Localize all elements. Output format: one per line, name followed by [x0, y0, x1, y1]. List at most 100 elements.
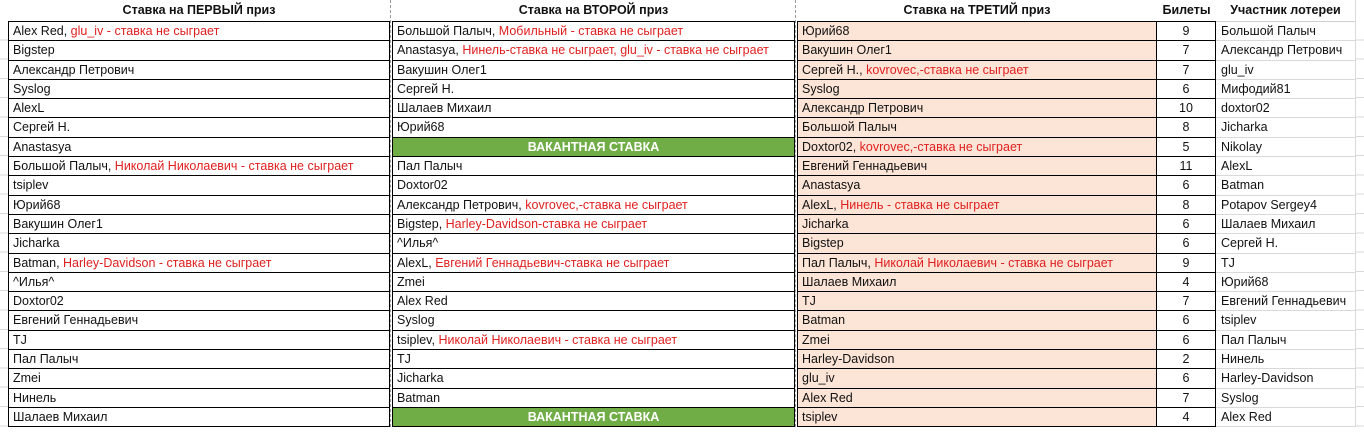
bet-cell[interactable]: Юрий68 — [392, 118, 795, 138]
ticket-count-cell[interactable]: 6 — [1157, 234, 1216, 254]
participant-cell[interactable]: Potapov Sergey4 — [1216, 195, 1355, 215]
bet-cell[interactable]: TJ — [8, 330, 390, 351]
participant-cell[interactable]: Alex Red — [1216, 407, 1355, 428]
ticket-count-cell[interactable]: 9 — [1157, 253, 1216, 273]
participant-cell[interactable]: Nikolay — [1216, 137, 1355, 158]
bet-cell[interactable]: Zmei — [392, 272, 795, 293]
bet-cell[interactable]: Batman — [392, 388, 795, 408]
bet-cell[interactable]: AlexL — [8, 99, 390, 119]
bet-cell[interactable]: Сергей Н. — [8, 118, 390, 138]
ticket-count-cell[interactable]: 6 — [1157, 176, 1216, 196]
bet-cell[interactable]: Anastasya, Нинель-ставка не сыграет, glu… — [392, 41, 795, 61]
participant-cell[interactable]: tsiplev — [1216, 311, 1355, 331]
bet-cell[interactable]: Пал Палыч, Николай Николаевич - ставка н… — [797, 253, 1157, 273]
bet-cell[interactable]: Большой Палыч, Мобильный - ставка не сыг… — [392, 22, 795, 42]
bet-cell[interactable]: Bigstep — [8, 41, 390, 61]
ticket-count-cell[interactable]: 7 — [1157, 292, 1216, 312]
bet-cell[interactable]: Syslog — [392, 311, 795, 331]
bet-cell[interactable]: ^Илья^ — [392, 234, 795, 254]
bet-cell[interactable]: AlexL, Нинель - ставка не сыграет — [797, 195, 1157, 215]
bet-cell[interactable]: Bigstep — [797, 234, 1157, 254]
ticket-count-cell[interactable]: 7 — [1157, 60, 1216, 80]
bet-cell[interactable]: tsiplev — [8, 176, 390, 196]
participant-cell[interactable]: doxtor02 — [1216, 99, 1355, 119]
ticket-count-cell[interactable]: 6 — [1157, 311, 1216, 331]
bet-cell[interactable]: Евгений Геннадьевич — [797, 157, 1157, 177]
bet-cell[interactable]: Doxtor02 — [392, 176, 795, 196]
bet-cell[interactable]: TJ — [797, 292, 1157, 312]
bet-cell[interactable]: Harley-Davidson — [797, 350, 1157, 370]
bet-cell[interactable]: Syslog — [797, 79, 1157, 100]
participant-cell[interactable]: Мифодий81 — [1216, 79, 1355, 100]
participant-cell[interactable]: Сергей Н. — [1216, 234, 1355, 254]
participant-cell[interactable]: Пал Палыч — [1216, 330, 1355, 351]
participant-cell[interactable]: Большой Палыч — [1216, 22, 1355, 42]
ticket-count-cell[interactable]: 8 — [1157, 118, 1216, 138]
participant-cell[interactable]: Юрий68 — [1216, 272, 1355, 293]
participant-cell[interactable]: Harley-Davidson — [1216, 369, 1355, 389]
bet-cell[interactable]: Юрий68 — [8, 195, 390, 215]
bet-cell[interactable]: Batman — [797, 311, 1157, 331]
participant-cell[interactable]: Нинель — [1216, 350, 1355, 370]
participant-cell[interactable]: glu_iv — [1216, 60, 1355, 80]
ticket-count-cell[interactable]: 7 — [1157, 41, 1216, 61]
bet-cell[interactable]: Doxtor02, kovrovec,-ставка не сыграет — [797, 137, 1157, 158]
ticket-count-cell[interactable]: 6 — [1157, 330, 1216, 351]
participant-cell[interactable]: Александр Петрович — [1216, 41, 1355, 61]
ticket-count-cell[interactable]: 6 — [1157, 369, 1216, 389]
bet-cell[interactable]: ^Илья^ — [8, 272, 390, 293]
bet-cell[interactable]: Doxtor02 — [8, 292, 390, 312]
bet-cell[interactable]: TJ — [392, 350, 795, 370]
bet-cell[interactable]: Anastasya — [8, 137, 390, 158]
bet-cell[interactable]: Александр Петрович, kovrovec,-ставка не … — [392, 195, 795, 215]
ticket-count-cell[interactable]: 11 — [1157, 157, 1216, 177]
bet-cell[interactable]: Alex Red — [392, 292, 795, 312]
bet-cell[interactable]: Пал Палыч — [392, 157, 795, 177]
bet-cell[interactable]: Zmei — [797, 330, 1157, 351]
bet-cell[interactable]: Шалаев Михаил — [392, 99, 795, 119]
bet-cell[interactable]: Вакушин Олег1 — [392, 60, 795, 80]
bet-cell[interactable]: glu_iv — [797, 369, 1157, 389]
bet-cell[interactable]: Jicharka — [392, 369, 795, 389]
participant-cell[interactable]: Syslog — [1216, 388, 1355, 408]
bet-cell[interactable]: Alex Red, glu_iv - ставка не сыграет — [8, 22, 390, 42]
participant-cell[interactable]: TJ — [1216, 253, 1355, 273]
bet-cell[interactable]: Шалаев Михаил — [8, 407, 390, 428]
participant-cell[interactable]: Шалаев Михаил — [1216, 214, 1355, 235]
bet-cell[interactable]: Нинель — [8, 388, 390, 408]
ticket-count-cell[interactable]: 5 — [1157, 137, 1216, 158]
ticket-count-cell[interactable]: 6 — [1157, 79, 1216, 100]
bet-cell[interactable]: Bigstep, Harley-Davidson-ставка не сыгра… — [392, 214, 795, 235]
ticket-count-cell[interactable]: 4 — [1157, 272, 1216, 293]
bet-cell[interactable]: Пал Палыч — [8, 350, 390, 370]
bet-cell[interactable]: Batman, Harley-Davidson - ставка не сыгр… — [8, 253, 390, 273]
vacant-bet-cell[interactable]: ВАКАНТНАЯ СТАВКА — [392, 407, 795, 428]
bet-cell[interactable]: Сергей Н. — [392, 79, 795, 100]
bet-cell[interactable]: Большой Палыч, Николай Николаевич - став… — [8, 157, 390, 177]
ticket-count-cell[interactable]: 4 — [1157, 407, 1216, 428]
participant-cell[interactable]: Batman — [1216, 176, 1355, 196]
bet-cell[interactable]: Большой Палыч — [797, 118, 1157, 138]
bet-cell[interactable]: Евгений Геннадьевич — [8, 311, 390, 331]
bet-cell[interactable]: tsiplev, Николай Николаевич - ставка не … — [392, 330, 795, 351]
bet-cell[interactable]: Jicharka — [8, 234, 390, 254]
bet-cell[interactable]: Вакушин Олег1 — [797, 41, 1157, 61]
bet-cell[interactable]: Syslog — [8, 79, 390, 100]
bet-cell[interactable]: tsiplev — [797, 407, 1157, 428]
bet-cell[interactable]: Александр Петрович — [8, 60, 390, 80]
bet-cell[interactable]: AlexL, Евгений Геннадьевич-ставка не сыг… — [392, 253, 795, 273]
vacant-bet-cell[interactable]: ВАКАНТНАЯ СТАВКА — [392, 137, 795, 158]
ticket-count-cell[interactable]: 2 — [1157, 350, 1216, 370]
participant-cell[interactable]: Jicharka — [1216, 118, 1355, 138]
participant-cell[interactable]: Евгений Геннадьевич — [1216, 292, 1355, 312]
bet-cell[interactable]: Александр Петрович — [797, 99, 1157, 119]
participant-cell[interactable]: AlexL — [1216, 157, 1355, 177]
ticket-count-cell[interactable]: 7 — [1157, 388, 1216, 408]
ticket-count-cell[interactable]: 8 — [1157, 195, 1216, 215]
bet-cell[interactable]: Jicharka — [797, 214, 1157, 235]
bet-cell[interactable]: Сергей Н., kovrovec,-ставка не сыграет — [797, 60, 1157, 80]
ticket-count-cell[interactable]: 9 — [1157, 22, 1216, 42]
bet-cell[interactable]: Anastasya — [797, 176, 1157, 196]
ticket-count-cell[interactable]: 10 — [1157, 99, 1216, 119]
bet-cell[interactable]: Alex Red — [797, 388, 1157, 408]
